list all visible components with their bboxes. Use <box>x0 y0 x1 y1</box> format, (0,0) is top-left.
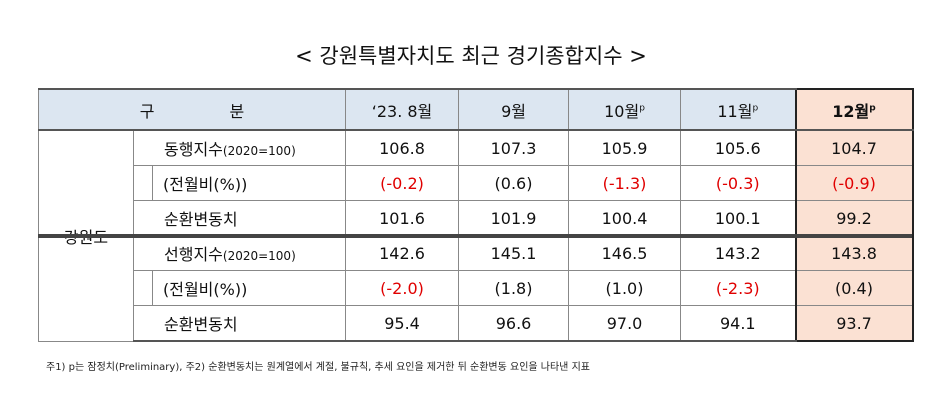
row-label: 동행지수(2020=100) <box>132 129 347 166</box>
table-row: 선행지수(2020=100) 142.6 145.1 146.5 143.2 143.8 <box>39 235 914 271</box>
header-cell: 9월 <box>458 88 570 131</box>
value-cell: 94.1 <box>680 305 797 342</box>
table-row: 강원도동행지수(2020=100)106.8107.3105.9105.6104… <box>38 129 914 342</box>
value-cell: (1.8) <box>458 270 570 306</box>
header-cell: 12월p <box>794 88 914 131</box>
value-cell: (-2.0) <box>345 270 460 306</box>
row-label-text: 동행지수 <box>164 140 223 159</box>
value-cell: 96.6 <box>458 305 570 342</box>
value-cell: 142.6 <box>345 235 460 271</box>
value-cell: 106.8 <box>345 129 460 166</box>
value-cell: 143.8 <box>794 235 914 271</box>
indent-gap <box>133 165 153 201</box>
value-cell: 143.2 <box>680 235 797 271</box>
header-text: 11월 <box>717 101 753 121</box>
table-row: (전월비(%)) (-2.0) (1.8) (1.0) (-2.3) (0.4) <box>39 270 914 306</box>
header-text: 12월 <box>832 101 870 121</box>
value-cell: (-0.3) <box>680 165 797 201</box>
header-sup: p <box>752 103 759 114</box>
separator <box>38 233 912 238</box>
value-cell: (-0.2) <box>345 165 460 201</box>
value-cell: 105.6 <box>680 129 797 166</box>
row-label-text: 순환변동치 <box>164 210 238 229</box>
value-cell: 100.4 <box>568 200 682 236</box>
value-cell: 145.1 <box>458 235 570 271</box>
row-label: 순환변동치 <box>132 305 347 342</box>
value-cell: (-1.3) <box>568 165 682 201</box>
header-sup: p <box>639 103 645 114</box>
header-cell: 구 분 <box>37 88 347 131</box>
row-label: (전월비(%)) <box>151 165 347 201</box>
header-sup: p <box>869 103 876 114</box>
title: < 강원특별자치도 최근 경기종합지수 > <box>295 44 647 68</box>
value-cell: 93.7 <box>794 305 914 342</box>
row-unit: (2020=100) <box>222 144 296 158</box>
value-cell: 100.1 <box>680 200 797 236</box>
value-cell: 97.0 <box>568 305 682 342</box>
value-cell: 99.2 <box>794 200 914 236</box>
value-cell: (-2.3) <box>680 270 797 306</box>
row-label-text: (전월비(%)) <box>163 280 248 299</box>
table-row: (전월비(%)) (-0.2) (0.6) (-1.3) (-0.3) (-0.9) <box>39 165 914 201</box>
value-cell: (0.4) <box>794 270 914 306</box>
value-cell: 146.5 <box>568 235 682 271</box>
table-row: 순환변동치 95.4 96.6 97.0 94.1 93.7 <box>39 305 914 342</box>
value-cell: (0.6) <box>458 165 570 201</box>
row-label: 선행지수(2020=100) <box>132 235 347 271</box>
value-cell: (-0.9) <box>794 165 914 201</box>
header-text: ‘23. 8월 <box>371 101 433 121</box>
value-cell: (1.0) <box>568 270 682 306</box>
row-label-text: (전월비(%)) <box>163 175 248 194</box>
row-label-text: 순환변동치 <box>164 315 238 334</box>
header-cell: 10월p <box>568 88 682 131</box>
table-body: 강원도동행지수(2020=100)106.8107.3105.9105.6104… <box>38 129 914 342</box>
footnote: 주1) p는 잠정치(Preliminary), 주2) 순환변동치는 원계열에… <box>46 362 590 373</box>
value-cell: 101.6 <box>345 200 460 236</box>
value-cell: 107.3 <box>458 129 570 166</box>
row-unit: (2020=100) <box>222 249 296 263</box>
indent-gap <box>133 270 153 306</box>
value-cell: 95.4 <box>345 305 460 342</box>
row-label: 순환변동치 <box>132 200 347 236</box>
value-cell: 101.9 <box>458 200 570 236</box>
header-text: 9월 <box>501 101 526 121</box>
row-label: (전월비(%)) <box>151 270 347 306</box>
header-row: 구 분 ‘23. 8월 9월 10월p 11월p 12월p <box>37 88 914 131</box>
value-cell: 104.7 <box>794 129 914 166</box>
table-row: 순환변동치 101.6 101.9 100.4 100.1 99.2 <box>39 200 914 236</box>
row-label-text: 선행지수 <box>164 245 223 264</box>
value-cell: 105.9 <box>568 129 682 166</box>
header-cell: 11월p <box>680 88 797 131</box>
header-cell: ‘23. 8월 <box>345 88 460 131</box>
header-text: 10월 <box>604 101 640 121</box>
